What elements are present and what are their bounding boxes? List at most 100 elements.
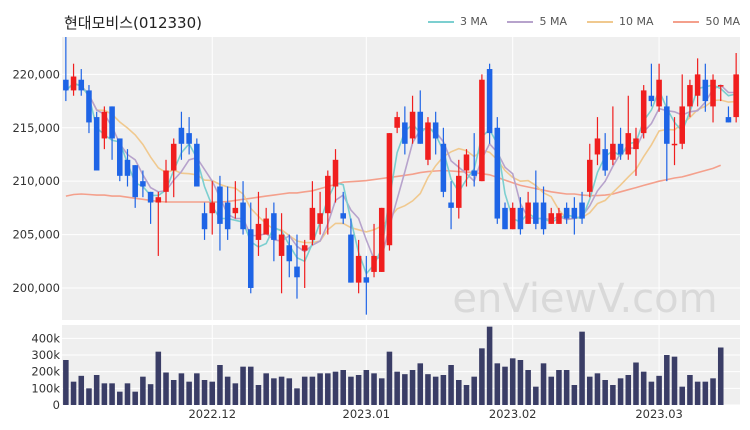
candle-body [533,202,539,224]
candle-body [363,277,370,283]
volume-bar [109,383,115,405]
candle [579,191,585,224]
candle-body [456,175,462,208]
volume-bar [479,348,485,405]
candle [263,207,269,235]
candle-body [355,255,362,283]
candle-body [332,159,339,187]
candle [301,239,308,288]
candle-body [463,154,470,171]
candle [463,149,470,187]
candle-body [86,90,92,123]
candle-body [594,138,601,155]
legend-label: 3 MA [459,15,488,28]
candle-body [124,159,131,176]
candle-body [571,207,578,219]
candle-body [502,207,508,230]
legend-item: 3 MA [427,15,488,28]
candle [109,106,115,160]
candle-body [525,202,531,224]
volume-tick-label: 400k [31,331,60,345]
price-tick-label: 220,000 [12,67,60,81]
volume-bar [671,356,678,405]
candle-body [579,202,585,219]
candle [479,74,485,182]
candle [140,170,146,198]
candle-body [702,79,709,102]
volume-bar [679,386,685,405]
volume-bar [633,362,639,405]
candle-body [432,122,439,139]
chart-title: 현대모비스(012330) [64,14,202,32]
candle-body [132,165,138,198]
volume-tick-label: 200k [31,365,60,379]
candle-body [617,143,624,155]
candle [425,117,431,166]
volume-bar [717,347,724,405]
candle-body [263,218,269,235]
volume-bar [301,376,308,405]
candle [163,159,169,203]
legend-item: 10 MA [586,15,653,28]
candle [309,181,316,246]
candle [417,90,424,144]
candle [340,191,346,224]
volume-bar [348,376,354,405]
volume-tick-label: 0 [53,398,60,412]
volume-bar [394,371,400,405]
volume-bar [540,363,547,405]
candle [533,170,539,230]
candle-body [147,191,154,203]
price-tick-label: 200,000 [12,281,60,295]
volume-bar [201,380,208,405]
volume-bars [63,326,724,405]
volume-bar [656,375,662,405]
volume-bar [317,373,323,405]
candle-body [733,74,739,118]
volume-bar [664,355,670,405]
candle [224,186,231,240]
candle-body [586,159,593,192]
candle [178,111,185,160]
candle [78,69,85,96]
candle-body [109,106,115,139]
candle-body [556,213,562,224]
candle-body [687,85,693,107]
candle [602,133,608,176]
candle-body [170,143,177,171]
volume-bar [209,381,216,405]
volume-bar [579,331,585,405]
candle [378,207,385,272]
volume-bar [386,351,393,405]
volume-bar [217,365,223,405]
volume-bar [278,376,285,405]
date-tick-label: 2023.01 [343,407,391,421]
candle-body [371,255,377,272]
candle [170,138,177,198]
candle [687,79,693,118]
candle-body [294,266,300,278]
candle-body [509,207,516,230]
date-tick-label: 2022.12 [188,407,236,421]
volume-bar [378,378,385,405]
candle-body [78,79,85,91]
candle-body [517,207,524,230]
candle-body [664,106,670,144]
candle-body [63,79,69,91]
volume-bar [232,383,239,405]
ma10-line [65,82,737,244]
candle [702,63,709,112]
candle-body [425,122,431,160]
candle [548,207,555,224]
volume-bar [710,378,716,405]
candle [402,106,408,155]
candle-body [301,245,308,251]
candle-body [217,186,223,224]
volume-bar [448,365,454,405]
date-tick-label: 2023.02 [489,407,537,421]
candle [409,95,416,144]
volume-bar [548,376,555,405]
candle-body [194,143,200,187]
candle [394,111,400,134]
candle [132,165,138,208]
